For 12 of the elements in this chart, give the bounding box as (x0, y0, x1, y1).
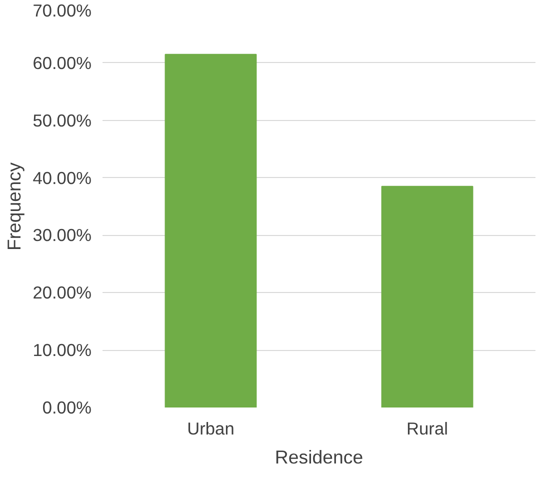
y-tick-label: 70.00% (32, 0, 92, 20)
y-axis-title: Frequency (4, 162, 25, 251)
y-tick-label: 40.00% (32, 168, 92, 188)
y-tick-label: 20.00% (32, 282, 92, 303)
y-tick-label: 50.00% (32, 110, 92, 130)
x-tick-label: Rural (406, 418, 448, 438)
x-tick-label: Urban (187, 418, 234, 438)
y-tick-label: 10.00% (32, 340, 92, 360)
y-tick-label: 60.00% (32, 52, 92, 73)
y-tick-label: 30.00% (32, 225, 92, 246)
x-axis-title: Residence (274, 446, 364, 468)
y-tick-label: 0.00% (42, 398, 92, 418)
